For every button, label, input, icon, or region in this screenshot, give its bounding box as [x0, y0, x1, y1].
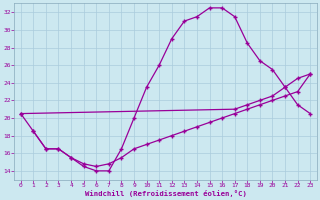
X-axis label: Windchill (Refroidissement éolien,°C): Windchill (Refroidissement éolien,°C)	[84, 190, 246, 197]
